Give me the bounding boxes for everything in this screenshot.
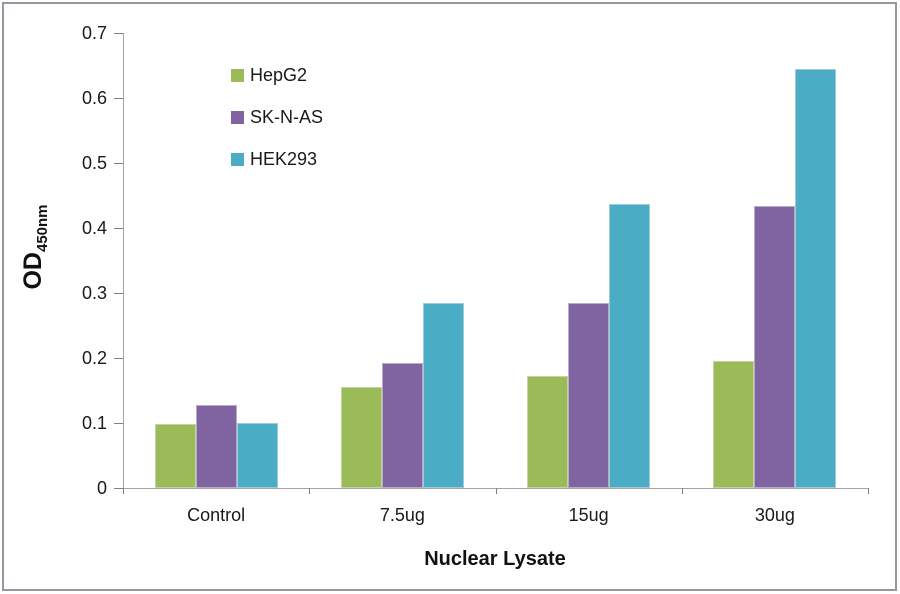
- bar-hek293-7-5ug: [423, 303, 464, 488]
- legend-item-hek293: HEK293: [231, 147, 323, 171]
- bar-sk-n-as-control: [196, 405, 237, 488]
- x-tick-mark: [681, 488, 683, 494]
- bar-sk-n-as-15ug: [568, 303, 609, 488]
- y-tick-mark: [114, 162, 123, 164]
- y-tick-label: 0.7: [81, 23, 107, 43]
- y-axis-title-main: OD: [19, 252, 47, 290]
- y-tick-label: 0.2: [81, 348, 107, 368]
- y-axis-line: [123, 33, 124, 488]
- y-tick-mark: [114, 32, 123, 34]
- legend-item-sk-n-as: SK-N-AS: [231, 105, 323, 129]
- y-tick-mark: [114, 97, 123, 99]
- y-tick-mark: [114, 422, 123, 424]
- y-tick-label: 0.4: [81, 218, 107, 238]
- legend-label-sk-n-as: SK-N-AS: [250, 107, 324, 127]
- y-tick-label: 0.6: [81, 88, 107, 108]
- x-tick-mark: [123, 488, 124, 494]
- x-tick-mark: [868, 488, 869, 494]
- bar-sk-n-as-30ug: [754, 206, 795, 488]
- y-axis-title: OD450nm: [19, 158, 53, 336]
- y-tick-label: 0.5: [81, 153, 107, 173]
- legend-swatch-hek293-icon: [231, 152, 244, 166]
- y-tick-label: 0: [96, 478, 107, 498]
- x-category-label: 15ug: [568, 505, 609, 525]
- y-tick-label: 0.3: [81, 283, 107, 303]
- y-tick-mark: [114, 487, 123, 489]
- bar-hepg2-control: [155, 424, 196, 488]
- x-category-label: 7.5ug: [379, 505, 425, 525]
- x-tick-mark: [495, 488, 497, 494]
- bar-hepg2-15ug: [527, 376, 568, 488]
- bar-hepg2-7-5ug: [341, 387, 382, 488]
- bar-sk-n-as-7-5ug: [382, 363, 423, 488]
- bar-hek293-30ug: [795, 69, 836, 488]
- y-axis-title-subscript: 450nm: [34, 204, 51, 253]
- legend-swatch-sk-n-as-icon: [231, 110, 244, 124]
- y-tick-mark: [114, 227, 123, 229]
- legend-swatch-hepg2-icon: [231, 68, 244, 82]
- y-tick-mark: [114, 357, 123, 359]
- x-axis-title: Nuclear Lysate: [424, 548, 566, 570]
- x-category-label: 30ug: [754, 505, 795, 525]
- bar-hek293-15ug: [609, 204, 650, 488]
- y-tick-mark: [114, 292, 123, 294]
- legend: HepG2 SK-N-AS HEK293: [231, 63, 323, 189]
- legend-label-hek293: HEK293: [250, 149, 318, 169]
- x-tick-mark: [309, 488, 311, 494]
- x-category-label: Control: [187, 505, 246, 525]
- legend-label-hepg2: HepG2: [250, 65, 308, 85]
- bar-hepg2-30ug: [713, 361, 754, 488]
- y-tick-label: 0.1: [81, 413, 107, 433]
- legend-item-hepg2: HepG2: [231, 63, 323, 87]
- bar-hek293-control: [237, 423, 278, 488]
